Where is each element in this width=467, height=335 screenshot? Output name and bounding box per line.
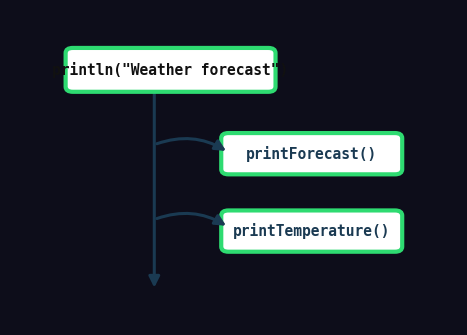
FancyBboxPatch shape	[65, 48, 276, 92]
Text: printTemperature(): printTemperature()	[233, 223, 390, 239]
FancyBboxPatch shape	[221, 133, 402, 174]
FancyArrowPatch shape	[157, 139, 223, 149]
FancyBboxPatch shape	[221, 210, 402, 252]
Text: printForecast(): printForecast()	[246, 146, 377, 162]
FancyArrowPatch shape	[157, 213, 223, 224]
Text: println("Weather forecast"): println("Weather forecast")	[52, 62, 289, 78]
